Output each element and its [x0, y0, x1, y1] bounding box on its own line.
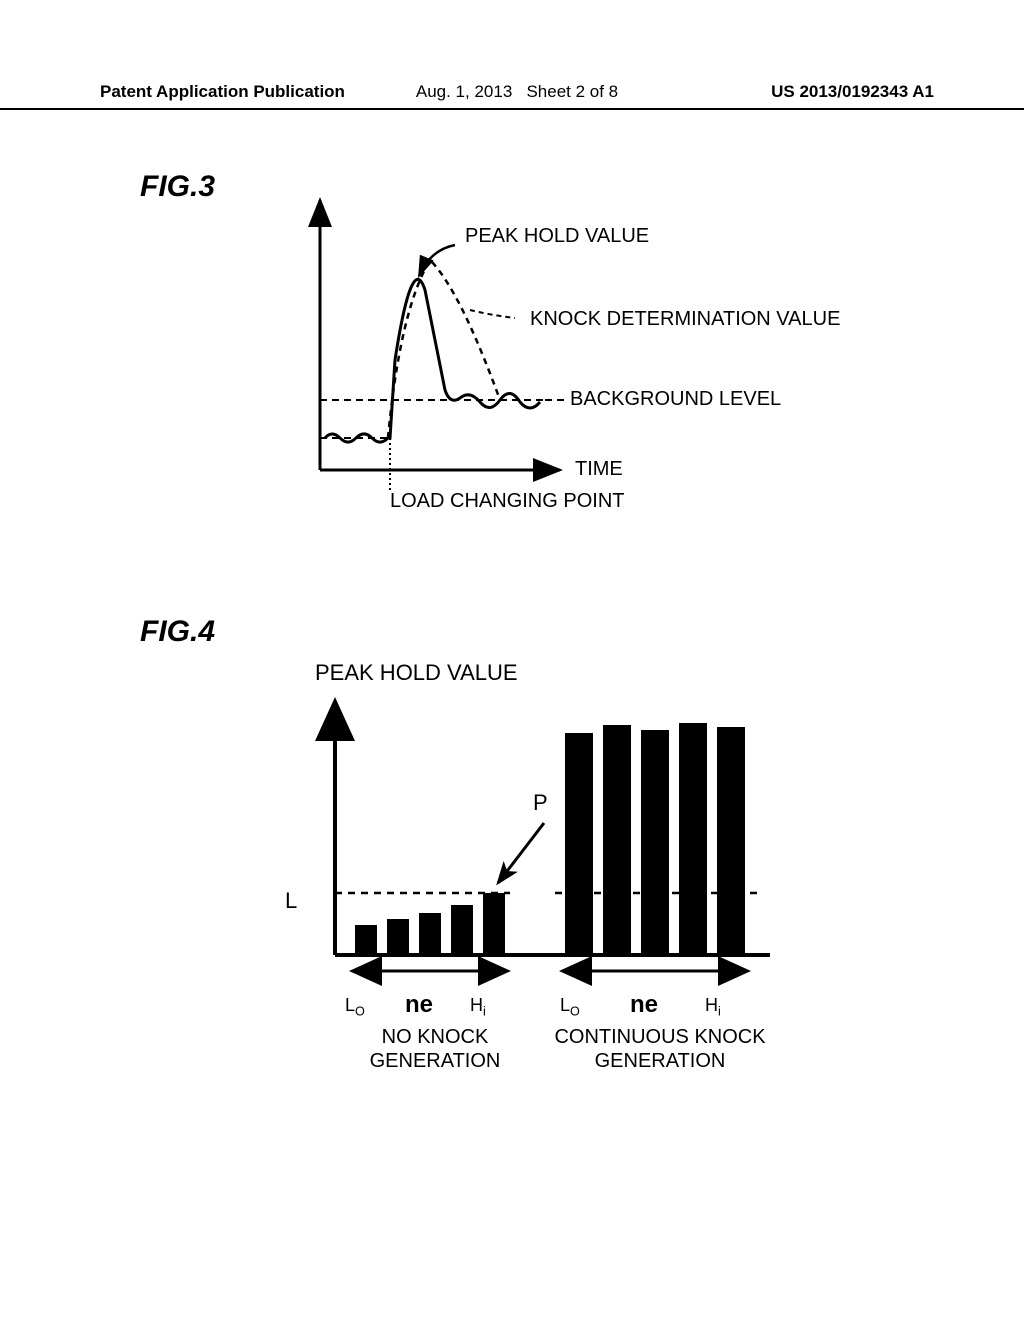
- fig4-title: PEAK HOLD VALUE: [315, 660, 518, 686]
- bar: [565, 733, 593, 955]
- fig3-label: FIG.3: [140, 170, 215, 204]
- fig4-g1-ne: ne: [405, 991, 433, 1019]
- bar: [419, 913, 441, 955]
- header-date-sheet: Aug. 1, 2013 Sheet 2 of 8: [378, 82, 656, 102]
- fig3-background-label: BACKGROUND LEVEL: [570, 388, 781, 411]
- bar: [679, 723, 707, 955]
- fig3-knock-det-label: KNOCK DETERMINATION VALUE: [530, 308, 840, 331]
- fig3-peak-arrow: [419, 245, 455, 276]
- fig4-g1-hi: Hi: [470, 995, 486, 1019]
- page-header: Patent Application Publication Aug. 1, 2…: [0, 82, 1024, 110]
- bar: [355, 925, 377, 955]
- bar: [483, 893, 505, 955]
- fig4-chart: [315, 695, 795, 965]
- fig3-chart: PEAK HOLD VALUE KNOCK DETERMINATION VALU…: [300, 190, 860, 520]
- fig4-g2-hi: Hi: [705, 995, 721, 1019]
- fig4-ylabel: L: [285, 888, 297, 914]
- fig4-P-arrow: [498, 823, 544, 883]
- fig4-g2-ne: ne: [630, 991, 658, 1019]
- fig3-load-change-label: LOAD CHANGING POINT: [390, 490, 624, 513]
- fig3-knock-leader: [470, 310, 515, 318]
- bar: [603, 725, 631, 955]
- header-pubno: US 2013/0192343 A1: [656, 82, 934, 102]
- bar: [641, 730, 669, 955]
- fig4-g1-lo: LO: [345, 995, 365, 1019]
- bar: [387, 919, 409, 955]
- fig3-knock-curve: [388, 260, 500, 438]
- fig3-time-label: TIME: [575, 458, 623, 481]
- fig3-peak-hold-label: PEAK HOLD VALUE: [465, 225, 649, 248]
- bar: [451, 905, 473, 955]
- fig4-label: FIG.4: [140, 615, 215, 649]
- fig4-xlabels: LO ne Hi LO ne Hi NO KNOCKGENERATION CON…: [315, 995, 795, 1085]
- fig4-svg: [315, 695, 795, 965]
- fig4-container: PEAK HOLD VALUE L P: [255, 660, 855, 1090]
- header-publication: Patent Application Publication: [100, 82, 378, 102]
- fig4-g2-lo: LO: [560, 995, 580, 1019]
- fig3-peak-curve: [325, 279, 540, 442]
- fig4-g1-caption: NO KNOCKGENERATION: [350, 1025, 520, 1073]
- fig4-bars: [355, 723, 745, 955]
- bar: [717, 727, 745, 955]
- fig4-g2-caption: CONTINUOUS KNOCKGENERATION: [540, 1025, 780, 1073]
